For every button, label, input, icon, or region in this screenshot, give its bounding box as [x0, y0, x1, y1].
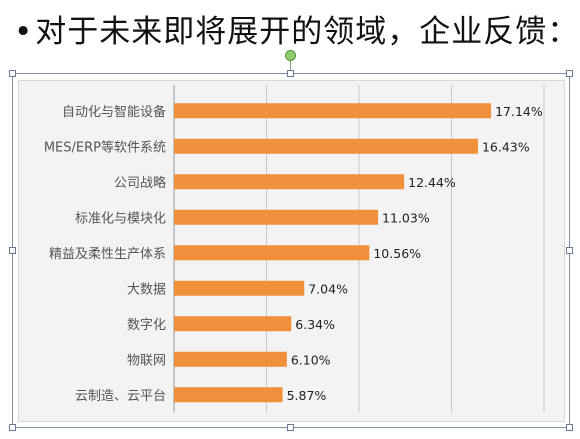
bar	[174, 316, 292, 332]
rotation-handle-stem	[290, 60, 291, 73]
resize-handle-bottom-mid[interactable]	[287, 424, 294, 431]
data-label: 7.04%	[308, 281, 348, 296]
category-label: 公司战略	[114, 175, 166, 191]
category-label: 自动化与智能设备	[62, 104, 166, 120]
chart-area: 自动化与智能设备 17.14% MES/ERP等软件系统 16.43% 公司战略 12.4…	[18, 80, 565, 422]
data-label: 6.34%	[295, 317, 335, 332]
category-label: 云制造、云平台	[75, 389, 166, 404]
data-label: 17.14%	[495, 104, 543, 119]
data-label: 12.44%	[408, 175, 456, 190]
bar	[174, 280, 305, 296]
bar-chart: 自动化与智能设备 17.14% MES/ERP等软件系统 16.43% 公司战略 12.4…	[44, 85, 545, 413]
resize-handle-mid-right[interactable]	[566, 247, 573, 254]
category-label: MES/ERP等软件系统	[44, 139, 166, 155]
bar	[174, 351, 287, 367]
data-label: 5.87%	[287, 388, 327, 403]
bar	[174, 209, 379, 225]
bar	[174, 103, 492, 119]
category-label: 物联网	[127, 353, 166, 368]
data-label: 16.43%	[482, 139, 530, 154]
resize-handle-bottom-right[interactable]	[566, 424, 573, 431]
bar	[174, 245, 370, 261]
resize-handle-bottom-left[interactable]	[9, 424, 16, 431]
bar	[174, 174, 405, 190]
rotation-handle[interactable]	[285, 50, 296, 61]
title-text: 对于未来即将展开的领域，企业反馈：	[35, 14, 580, 50]
data-label: 11.03%	[382, 210, 430, 225]
resize-handle-mid-left[interactable]	[9, 247, 16, 254]
resize-handle-top-left[interactable]	[9, 70, 16, 77]
category-label: 大数据	[127, 282, 166, 297]
data-label: 6.10%	[291, 352, 331, 367]
category-label: 标准化与模块化	[75, 211, 166, 226]
category-label: 数字化	[127, 318, 166, 333]
bar	[174, 138, 478, 154]
resize-handle-top-mid[interactable]	[287, 70, 294, 77]
title-bullet: •	[14, 14, 34, 50]
slide-title: •对于未来即将展开的领域，企业反馈：	[14, 6, 579, 51]
bar	[174, 387, 283, 403]
resize-handle-top-right[interactable]	[566, 70, 573, 77]
category-label: 精益及柔性生产体系	[49, 247, 166, 262]
data-label: 10.56%	[373, 246, 421, 261]
